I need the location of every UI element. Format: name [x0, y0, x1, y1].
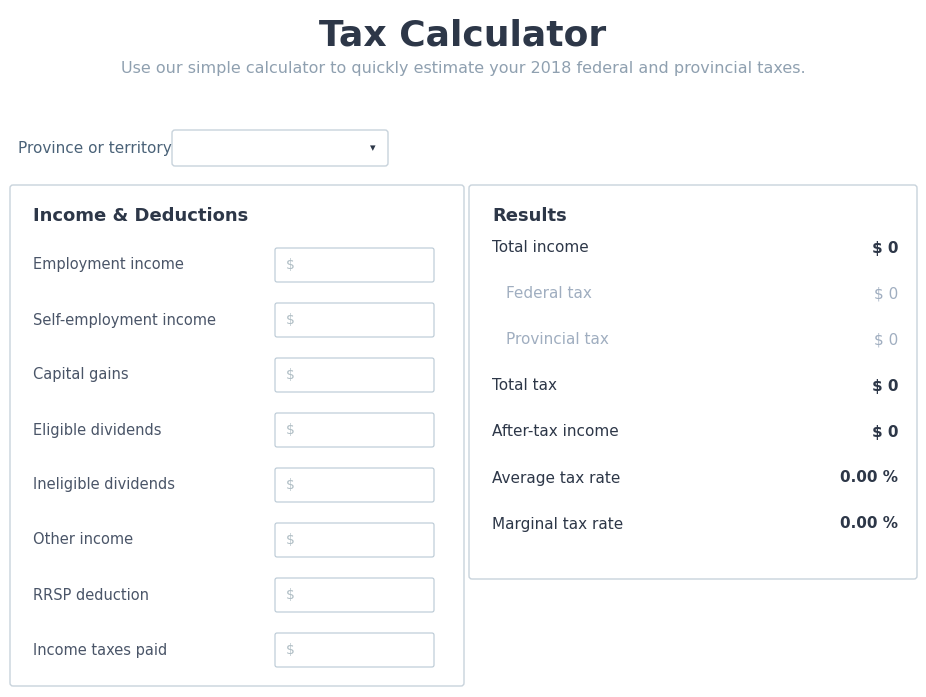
FancyBboxPatch shape	[275, 523, 434, 557]
Text: Self-employment income: Self-employment income	[33, 312, 216, 328]
Text: $ 0: $ 0	[874, 286, 898, 302]
Text: $: $	[286, 588, 294, 602]
FancyBboxPatch shape	[10, 185, 464, 686]
Text: $: $	[286, 533, 294, 547]
Text: Results: Results	[492, 207, 567, 225]
Text: $ 0: $ 0	[871, 424, 898, 440]
Text: Other income: Other income	[33, 533, 133, 548]
Text: Eligible dividends: Eligible dividends	[33, 422, 161, 438]
Text: Province or territory: Province or territory	[18, 141, 171, 155]
FancyBboxPatch shape	[275, 578, 434, 612]
Text: $ 0: $ 0	[871, 240, 898, 256]
Text: Use our simple calculator to quickly estimate your 2018 federal and provincial t: Use our simple calculator to quickly est…	[120, 61, 806, 75]
Text: Capital gains: Capital gains	[33, 367, 129, 383]
Text: Tax Calculator: Tax Calculator	[319, 18, 607, 52]
Text: $: $	[286, 643, 294, 657]
Text: $ 0: $ 0	[871, 378, 898, 394]
Text: $: $	[286, 478, 294, 492]
Text: Ineligible dividends: Ineligible dividends	[33, 477, 175, 493]
FancyBboxPatch shape	[275, 303, 434, 337]
FancyBboxPatch shape	[275, 248, 434, 282]
Text: Provincial tax: Provincial tax	[506, 332, 609, 348]
Text: $: $	[286, 368, 294, 382]
Text: Total tax: Total tax	[492, 378, 557, 394]
Text: Income taxes paid: Income taxes paid	[33, 643, 168, 657]
FancyBboxPatch shape	[275, 358, 434, 392]
Text: 0.00 %: 0.00 %	[840, 470, 898, 486]
Text: Marginal tax rate: Marginal tax rate	[492, 516, 623, 532]
Text: $ 0: $ 0	[874, 332, 898, 348]
Text: 0.00 %: 0.00 %	[840, 516, 898, 532]
FancyBboxPatch shape	[469, 185, 917, 579]
Text: Total income: Total income	[492, 240, 589, 256]
FancyBboxPatch shape	[275, 633, 434, 667]
Text: $: $	[286, 258, 294, 272]
Text: Federal tax: Federal tax	[506, 286, 592, 302]
Text: $: $	[286, 423, 294, 437]
FancyBboxPatch shape	[275, 468, 434, 502]
Text: Income & Deductions: Income & Deductions	[33, 207, 248, 225]
Text: Employment income: Employment income	[33, 257, 184, 273]
Text: $: $	[286, 313, 294, 327]
Text: After-tax income: After-tax income	[492, 424, 619, 440]
FancyBboxPatch shape	[172, 130, 388, 166]
FancyBboxPatch shape	[275, 413, 434, 447]
Text: ▾: ▾	[370, 143, 376, 153]
Text: RRSP deduction: RRSP deduction	[33, 588, 149, 602]
Text: Average tax rate: Average tax rate	[492, 470, 620, 486]
